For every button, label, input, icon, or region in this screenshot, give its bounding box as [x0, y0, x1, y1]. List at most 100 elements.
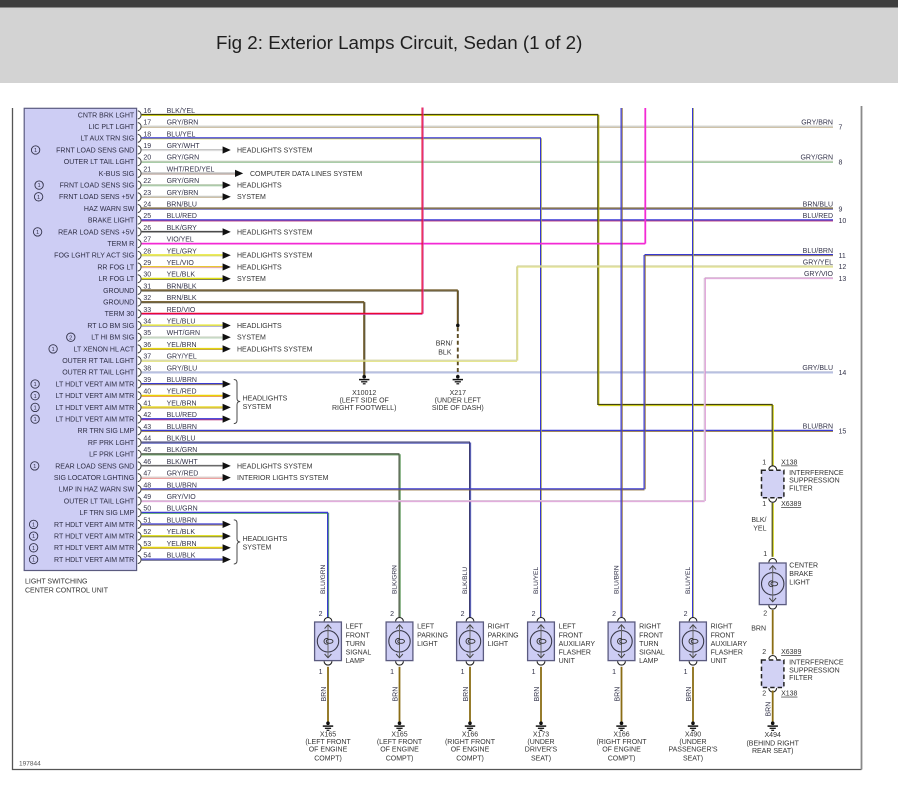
- svg-text:FRONT: FRONT: [639, 632, 664, 639]
- svg-text:GRY/BLU: GRY/BLU: [167, 365, 198, 372]
- svg-text:HEADLIGHTS: HEADLIGHTS: [237, 323, 282, 330]
- svg-text:GRY/BRN: GRY/BRN: [167, 120, 199, 127]
- svg-text:28: 28: [143, 248, 151, 255]
- svg-text:1: 1: [34, 148, 37, 154]
- svg-text:RT HDLT VERT AIM MTR: RT HDLT VERT AIM MTR: [54, 534, 134, 541]
- svg-text:RT HDLT VERT AIM MTR: RT HDLT VERT AIM MTR: [54, 545, 134, 552]
- svg-text:43: 43: [143, 424, 151, 431]
- svg-text:RIGHT FOOTWELL): RIGHT FOOTWELL): [332, 405, 396, 412]
- svg-text:BRN/BLU: BRN/BLU: [803, 201, 833, 208]
- svg-text:OF ENGINE: OF ENGINE: [451, 747, 490, 754]
- svg-text:OUTER RT TAIL LGHT: OUTER RT TAIL LGHT: [62, 358, 135, 365]
- svg-text:BLK/GRN: BLK/GRN: [167, 447, 198, 454]
- svg-text:1: 1: [34, 406, 37, 412]
- svg-text:FRONT: FRONT: [559, 632, 584, 639]
- svg-text:FRONT: FRONT: [346, 632, 371, 639]
- svg-text:LMP IN HAZ WARN SW: LMP IN HAZ WARN SW: [59, 487, 135, 494]
- svg-text:CENTER: CENTER: [789, 563, 818, 570]
- svg-text:20: 20: [143, 155, 151, 162]
- svg-text:1: 1: [32, 558, 35, 564]
- svg-text:REAR LOAD SENS GND: REAR LOAD SENS GND: [55, 463, 134, 470]
- svg-text:(UNDER: (UNDER: [527, 739, 554, 746]
- svg-text:BLK/WHT: BLK/WHT: [167, 459, 199, 466]
- svg-text:BLU/BLK: BLU/BLK: [167, 553, 196, 560]
- svg-text:RIGHT: RIGHT: [488, 624, 511, 631]
- svg-text:RT LO BM SIG: RT LO BM SIG: [87, 323, 134, 330]
- svg-text:42: 42: [143, 412, 151, 419]
- svg-text:GROUND: GROUND: [103, 288, 134, 295]
- svg-text:CENTER CONTROL UNIT: CENTER CONTROL UNIT: [25, 588, 109, 595]
- svg-text:SYSTEM: SYSTEM: [237, 335, 266, 342]
- svg-text:38: 38: [143, 365, 151, 372]
- svg-text:GRY/VIO: GRY/VIO: [167, 494, 197, 501]
- svg-text:LF PRK LGHT: LF PRK LGHT: [89, 452, 135, 459]
- svg-text:BRN/BLU: BRN/BLU: [167, 202, 197, 209]
- svg-text:53: 53: [143, 541, 151, 548]
- svg-text:1: 1: [34, 417, 37, 423]
- svg-text:1: 1: [34, 394, 37, 400]
- svg-text:30: 30: [143, 272, 151, 279]
- svg-text:(LEFT FRONT: (LEFT FRONT: [377, 739, 423, 746]
- svg-text:14: 14: [839, 370, 847, 377]
- svg-text:19: 19: [143, 143, 151, 150]
- svg-text:OUTER LT TAIL LGHT: OUTER LT TAIL LGHT: [64, 498, 135, 505]
- svg-text:52: 52: [143, 529, 151, 536]
- svg-text:2: 2: [763, 611, 767, 618]
- svg-text:HEADLIGHTS: HEADLIGHTS: [243, 395, 288, 402]
- svg-text:BLU/GRN: BLU/GRN: [167, 506, 198, 513]
- svg-text:BLU/BRN: BLU/BRN: [803, 424, 833, 431]
- svg-text:SIDE OF DASH): SIDE OF DASH): [432, 405, 484, 412]
- svg-text:1: 1: [762, 501, 766, 508]
- svg-text:21: 21: [143, 166, 151, 173]
- svg-text:BRN: BRN: [751, 626, 766, 633]
- svg-text:2: 2: [319, 611, 323, 618]
- svg-text:2: 2: [532, 611, 536, 618]
- svg-text:BRN/BLK: BRN/BLK: [167, 283, 197, 290]
- svg-text:SYSTEM: SYSTEM: [243, 544, 272, 551]
- svg-text:INTERIOR LIGHTS SYSTEM: INTERIOR LIGHTS SYSTEM: [237, 475, 329, 482]
- svg-text:HEADLIGHTS SYSTEM: HEADLIGHTS SYSTEM: [237, 346, 313, 353]
- svg-text:15: 15: [839, 429, 847, 436]
- svg-text:REAR LOAD SENS +5V: REAR LOAD SENS +5V: [58, 229, 134, 236]
- svg-text:FLASHER: FLASHER: [559, 650, 591, 657]
- svg-text:BRN: BRN: [686, 687, 693, 702]
- svg-text:UNIT: UNIT: [559, 658, 576, 665]
- svg-text:HEADLIGHTS SYSTEM: HEADLIGHTS SYSTEM: [237, 229, 313, 236]
- svg-text:1: 1: [32, 523, 35, 529]
- svg-text:HEADLIGHTS SYSTEM: HEADLIGHTS SYSTEM: [237, 147, 313, 154]
- svg-text:X166: X166: [613, 732, 629, 739]
- svg-text:BRN/: BRN/: [436, 341, 453, 348]
- svg-text:X165: X165: [391, 732, 407, 739]
- svg-text:BLK/BLU: BLK/BLU: [462, 567, 469, 594]
- svg-text:(RIGHT FRONT: (RIGHT FRONT: [596, 739, 647, 746]
- svg-text:BRN: BRN: [321, 687, 328, 702]
- svg-text:GRY/VIO: GRY/VIO: [804, 271, 834, 278]
- svg-text:SIGNAL: SIGNAL: [639, 650, 665, 657]
- svg-text:1: 1: [319, 669, 323, 676]
- svg-text:1: 1: [612, 669, 616, 676]
- svg-text:OF ENGINE: OF ENGINE: [602, 747, 641, 754]
- svg-text:TURN: TURN: [639, 641, 658, 648]
- svg-text:BRN: BRN: [393, 687, 400, 702]
- svg-text:11: 11: [839, 253, 846, 260]
- svg-text:OUTER LT TAIL LGHT: OUTER LT TAIL LGHT: [64, 159, 135, 166]
- svg-text:GRY/YEL: GRY/YEL: [167, 354, 197, 361]
- svg-text:YEL/BLK: YEL/BLK: [167, 272, 196, 279]
- svg-text:GRY/GRN: GRY/GRN: [167, 178, 200, 185]
- svg-text:FRNT LOAD SENS +5V: FRNT LOAD SENS +5V: [59, 194, 134, 201]
- svg-text:GRY/WHT: GRY/WHT: [167, 143, 201, 150]
- svg-text:13: 13: [839, 276, 847, 283]
- svg-text:18: 18: [143, 131, 151, 138]
- svg-text:1: 1: [762, 460, 766, 467]
- svg-text:YEL/BRN: YEL/BRN: [167, 342, 197, 349]
- svg-text:YEL/BRN: YEL/BRN: [167, 541, 197, 548]
- svg-text:OF ENGINE: OF ENGINE: [309, 747, 348, 754]
- svg-text:X10012: X10012: [352, 390, 376, 397]
- svg-text:1: 1: [34, 382, 37, 388]
- svg-text:RT HDLT VERT AIM MTR: RT HDLT VERT AIM MTR: [54, 522, 134, 529]
- svg-text:51: 51: [143, 517, 151, 524]
- svg-text:LIGHT SWITCHING: LIGHT SWITCHING: [25, 579, 87, 586]
- svg-text:1: 1: [32, 546, 35, 552]
- svg-text:X6389: X6389: [781, 649, 801, 656]
- svg-text:31: 31: [143, 283, 151, 290]
